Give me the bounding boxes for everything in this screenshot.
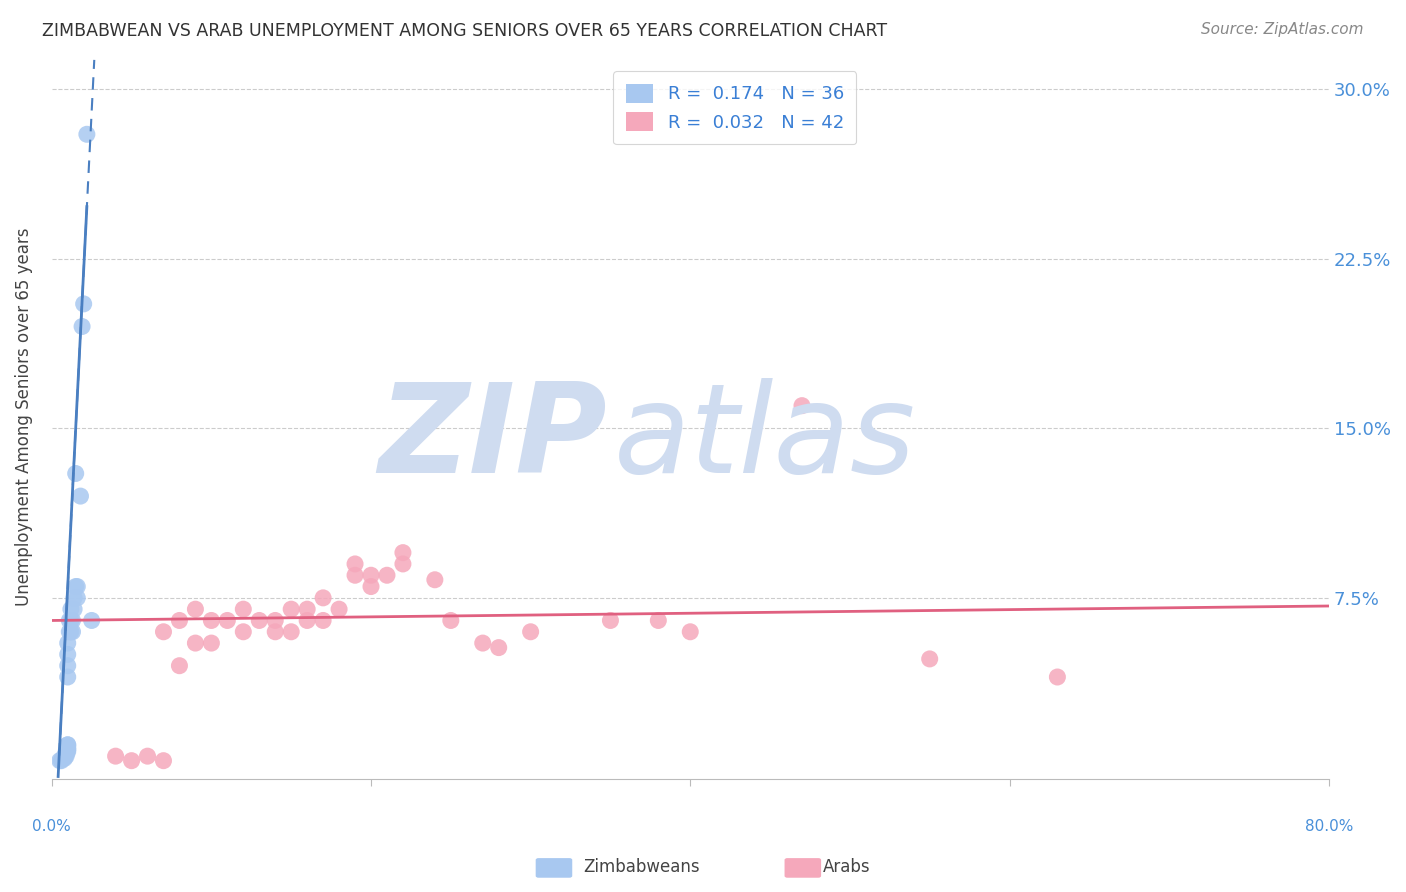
Point <box>295 614 318 628</box>
Point <box>392 546 415 560</box>
Point <box>59 614 82 628</box>
Point <box>65 467 87 481</box>
Text: 80.0%: 80.0% <box>1305 820 1353 835</box>
Point <box>232 624 254 639</box>
Point <box>66 591 89 605</box>
Point <box>152 754 174 768</box>
Text: ZIMBABWEAN VS ARAB UNEMPLOYMENT AMONG SENIORS OVER 65 YEARS CORRELATION CHART: ZIMBABWEAN VS ARAB UNEMPLOYMENT AMONG SE… <box>42 22 887 40</box>
Point <box>104 749 127 764</box>
Point <box>70 319 93 334</box>
Point <box>360 568 382 582</box>
Point <box>66 580 89 594</box>
Point <box>51 754 73 768</box>
Point <box>1046 670 1069 684</box>
Point <box>152 624 174 639</box>
Point <box>58 614 80 628</box>
Point <box>56 670 79 684</box>
Point <box>69 489 91 503</box>
Point <box>488 640 510 655</box>
Text: 0.0%: 0.0% <box>32 820 72 835</box>
Point <box>200 636 222 650</box>
Point <box>184 636 207 650</box>
Point <box>59 624 82 639</box>
Point <box>280 602 302 616</box>
Point <box>48 754 70 768</box>
Legend: R =  0.174   N = 36, R =  0.032   N = 42: R = 0.174 N = 36, R = 0.032 N = 42 <box>613 71 856 145</box>
Point <box>471 636 494 650</box>
Point <box>519 624 541 639</box>
Point <box>55 749 77 764</box>
Point <box>56 742 79 756</box>
Point <box>55 745 77 759</box>
Point <box>56 745 79 759</box>
Point <box>76 128 98 142</box>
Point <box>232 602 254 616</box>
Point <box>247 614 270 628</box>
Point <box>312 614 335 628</box>
Point <box>344 557 367 571</box>
Point <box>56 738 79 752</box>
Point <box>56 658 79 673</box>
Text: atlas: atlas <box>613 378 915 500</box>
Point <box>599 614 621 628</box>
Point <box>56 648 79 662</box>
Point <box>59 602 82 616</box>
Point <box>169 658 191 673</box>
Point <box>62 614 84 628</box>
Point <box>169 614 191 628</box>
Point <box>392 557 415 571</box>
Point <box>63 602 86 616</box>
Point <box>184 602 207 616</box>
Point <box>55 747 77 761</box>
Point <box>52 751 75 765</box>
Point <box>73 297 96 311</box>
Point <box>200 614 222 628</box>
Point <box>80 614 103 628</box>
Text: Zimbabweans: Zimbabweans <box>583 858 700 876</box>
Point <box>360 580 382 594</box>
Point <box>217 614 239 628</box>
Text: Arabs: Arabs <box>823 858 870 876</box>
Point <box>53 749 76 764</box>
Point <box>918 652 941 666</box>
Y-axis label: Unemployment Among Seniors over 65 years: Unemployment Among Seniors over 65 years <box>15 227 32 607</box>
Point <box>63 591 86 605</box>
Point <box>280 624 302 639</box>
Point <box>423 573 446 587</box>
Point <box>121 754 143 768</box>
Point <box>56 740 79 755</box>
Point <box>56 636 79 650</box>
Point <box>136 749 159 764</box>
Point <box>440 614 463 628</box>
Text: Source: ZipAtlas.com: Source: ZipAtlas.com <box>1201 22 1364 37</box>
Point <box>56 742 79 756</box>
Point <box>679 624 702 639</box>
Point <box>56 738 79 752</box>
Text: ZIP: ZIP <box>378 378 607 500</box>
Point <box>312 591 335 605</box>
Point <box>375 568 398 582</box>
Point <box>344 568 367 582</box>
Point <box>264 624 287 639</box>
Point <box>58 624 80 639</box>
Point <box>647 614 669 628</box>
Point <box>65 580 87 594</box>
Point <box>328 602 350 616</box>
Point <box>264 614 287 628</box>
Point <box>62 624 84 639</box>
Point <box>53 751 76 765</box>
Point <box>790 399 813 413</box>
Point <box>295 602 318 616</box>
